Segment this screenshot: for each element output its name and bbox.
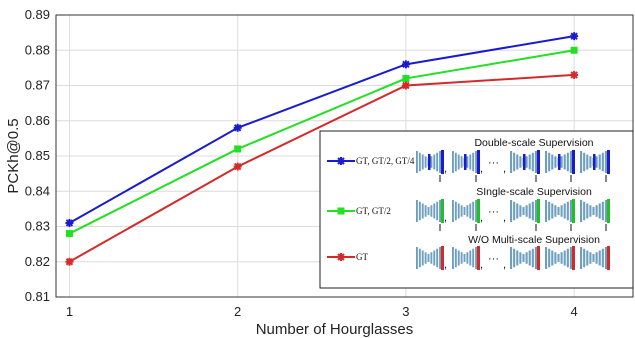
x-tick-label: 3 <box>402 304 409 319</box>
data-point <box>65 218 74 227</box>
series-line-1 <box>69 49 575 235</box>
y-tick-label: 0.89 <box>25 7 50 22</box>
ellipsis: ··· <box>488 206 499 218</box>
data-point <box>233 162 242 171</box>
separator: , <box>503 212 506 224</box>
separator: , <box>503 259 506 271</box>
y-tick-label: 0.83 <box>25 219 50 234</box>
x-tick-label: 1 <box>66 304 73 319</box>
legend-entry: GT, GT/2, GT/4 <box>356 156 415 166</box>
hourglass-module <box>580 150 610 182</box>
legend-entry: GT <box>356 252 368 262</box>
separator: , <box>503 163 506 175</box>
x-axis-label: Number of Hourglasses <box>256 321 414 338</box>
hourglass-module <box>416 246 444 270</box>
tick-labels: 0.81 0.82 0.83 0.84 0.85 0.86 0.87 0.88 0.89 1 2 3 4 <box>25 7 578 319</box>
y-tick-label: 0.85 <box>25 148 50 163</box>
hourglass-module <box>416 150 444 182</box>
data-point <box>65 257 74 266</box>
data-point <box>570 70 579 79</box>
hourglass-module <box>545 246 575 270</box>
hourglass-module <box>452 150 480 182</box>
data-point <box>65 230 73 238</box>
legend-marker <box>337 207 345 215</box>
separator: , <box>444 163 447 175</box>
data-point <box>570 46 578 54</box>
separator: , <box>480 212 483 224</box>
hourglass-module <box>510 150 540 182</box>
hourglass-module <box>545 199 575 231</box>
data-point <box>233 123 242 132</box>
panel-title: Double-scale Supervision <box>474 137 593 149</box>
y-tick-label: 0.81 <box>25 289 50 304</box>
hourglass-module <box>580 246 610 270</box>
separator: , <box>444 212 447 224</box>
y-tick-label: 0.82 <box>25 254 50 269</box>
series-line-2 <box>68 73 575 263</box>
hourglass-module <box>510 246 540 270</box>
legend: GT, GT/2, GT/4 GT, GT/2 GT Double-scale Sup… <box>319 130 634 289</box>
separator: , <box>480 163 483 175</box>
legend-marker <box>337 157 345 165</box>
panel-title: W/O Multi-scale Supervision <box>468 234 600 246</box>
x-tick-label: 2 <box>234 304 241 319</box>
legend-marker <box>337 253 345 261</box>
y-tick-label: 0.86 <box>25 113 50 128</box>
separator: , <box>444 259 447 271</box>
hourglass-module <box>510 199 540 231</box>
hourglass-module <box>452 246 480 270</box>
legend-entry: GT, GT/2 <box>356 206 391 216</box>
hourglass-module <box>452 199 480 231</box>
y-tick-label: 0.88 <box>25 42 50 57</box>
y-tick-label: 0.84 <box>25 183 50 198</box>
separator: , <box>480 259 483 271</box>
data-point <box>234 145 242 153</box>
hourglass-module <box>545 150 575 182</box>
data-point <box>401 60 410 69</box>
hourglass-module <box>416 199 444 231</box>
data-point <box>570 32 579 41</box>
y-tick-label: 0.87 <box>25 78 50 93</box>
x-tick-label: 4 <box>571 304 578 319</box>
ellipsis: ··· <box>488 157 499 169</box>
y-axis-label: PCKh@0.5 <box>5 118 22 193</box>
ellipsis: ··· <box>488 253 499 265</box>
hourglass-module <box>580 199 610 231</box>
series-lines <box>65 32 579 266</box>
data-point <box>401 81 410 90</box>
series-line-0 <box>68 35 575 224</box>
panel-title: SIngle-scale Supervision <box>476 186 592 198</box>
data-point <box>402 74 410 82</box>
